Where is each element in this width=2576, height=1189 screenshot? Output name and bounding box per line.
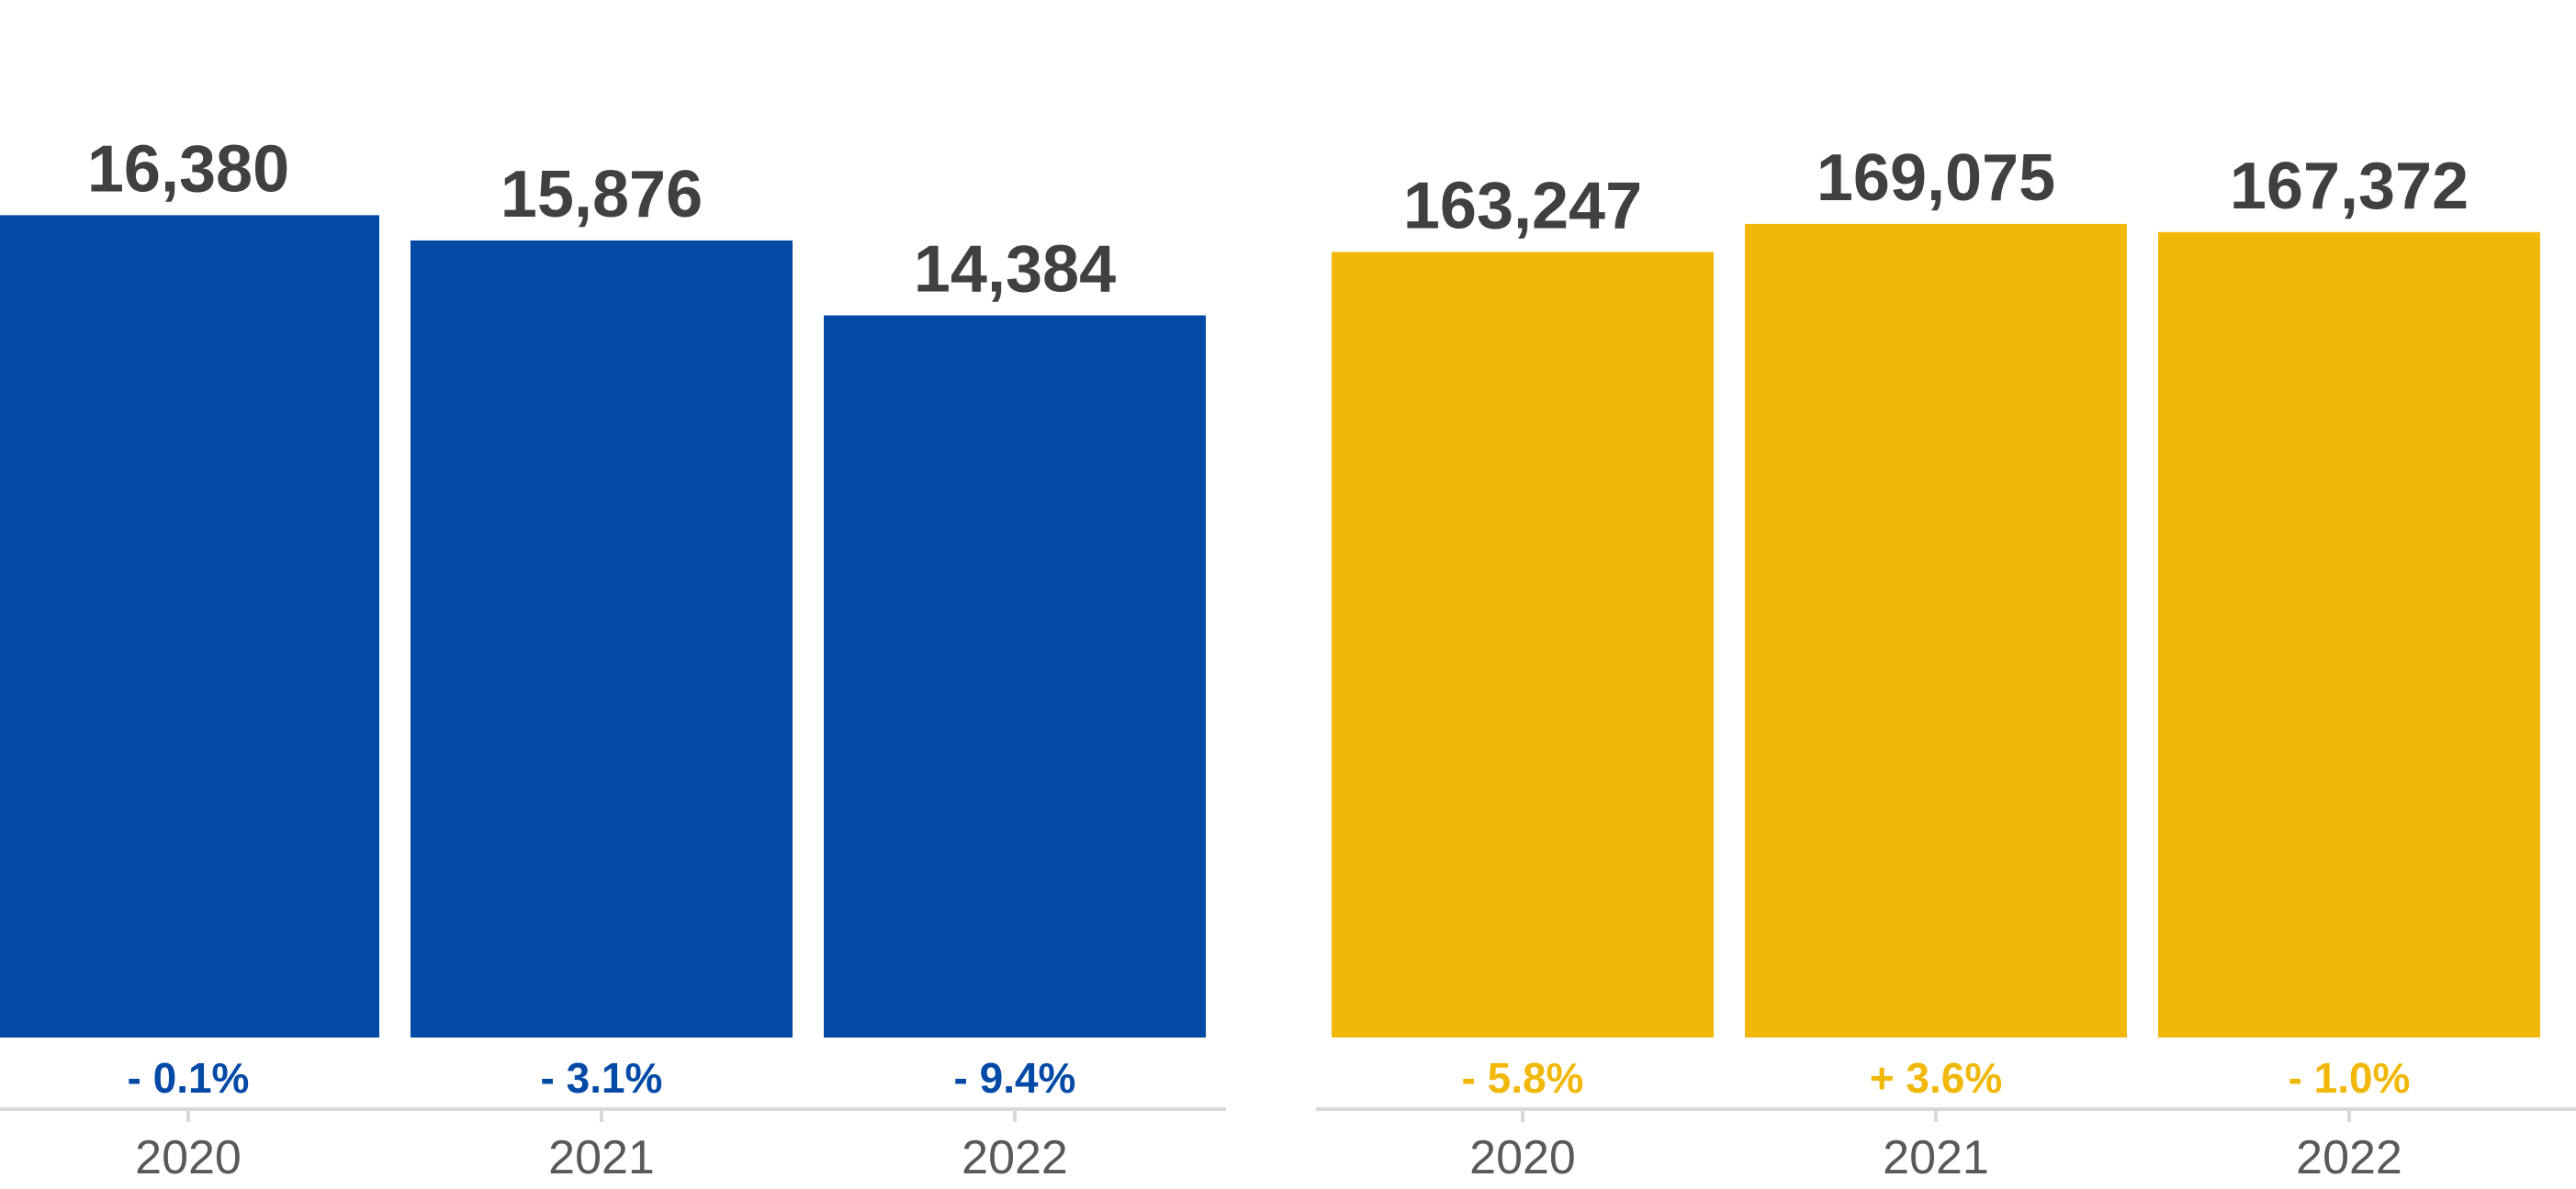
x-tick-label-2022: 2022: [962, 1131, 1068, 1184]
bar-2022: [2158, 231, 2540, 1038]
change-label-2021: - 3.1%: [541, 1054, 663, 1102]
bar-2020: [1332, 252, 1714, 1038]
panel-left: 16,380 - 0.1% 2020 15,876 - 3.1% 2021 14,384 - …: [0, 132, 1226, 1184]
value-label-2022: 14,384: [914, 233, 1116, 307]
change-label-2020: - 5.8%: [1462, 1054, 1584, 1102]
bar-2021: [411, 240, 793, 1038]
change-label-2022: - 1.0%: [2289, 1054, 2411, 1102]
x-tick-label-2021: 2021: [1883, 1131, 1989, 1184]
value-label-2020: 163,247: [1403, 169, 1642, 242]
change-label-2021: + 3.6%: [1870, 1054, 2003, 1102]
bar-2022: [824, 315, 1206, 1038]
value-label-2021: 169,075: [1817, 141, 2055, 215]
x-tick-label-2020: 2020: [1469, 1131, 1576, 1184]
x-tick-label-2020: 2020: [135, 1131, 242, 1184]
bar-2021: [1745, 223, 2127, 1038]
value-label-2022: 167,372: [2230, 150, 2469, 223]
x-tick-label-2021: 2021: [548, 1131, 655, 1184]
change-label-2020: - 0.1%: [128, 1054, 250, 1102]
x-tick-label-2022: 2022: [2296, 1131, 2402, 1184]
bar-2020: [0, 215, 379, 1038]
panel-right: 163,247 - 5.8% 2020 169,075 + 3.6% 2021 167,37…: [1316, 141, 2576, 1184]
value-label-2020: 16,380: [87, 132, 289, 206]
change-label-2022: - 9.4%: [954, 1054, 1076, 1102]
value-label-2021: 15,876: [501, 158, 703, 231]
